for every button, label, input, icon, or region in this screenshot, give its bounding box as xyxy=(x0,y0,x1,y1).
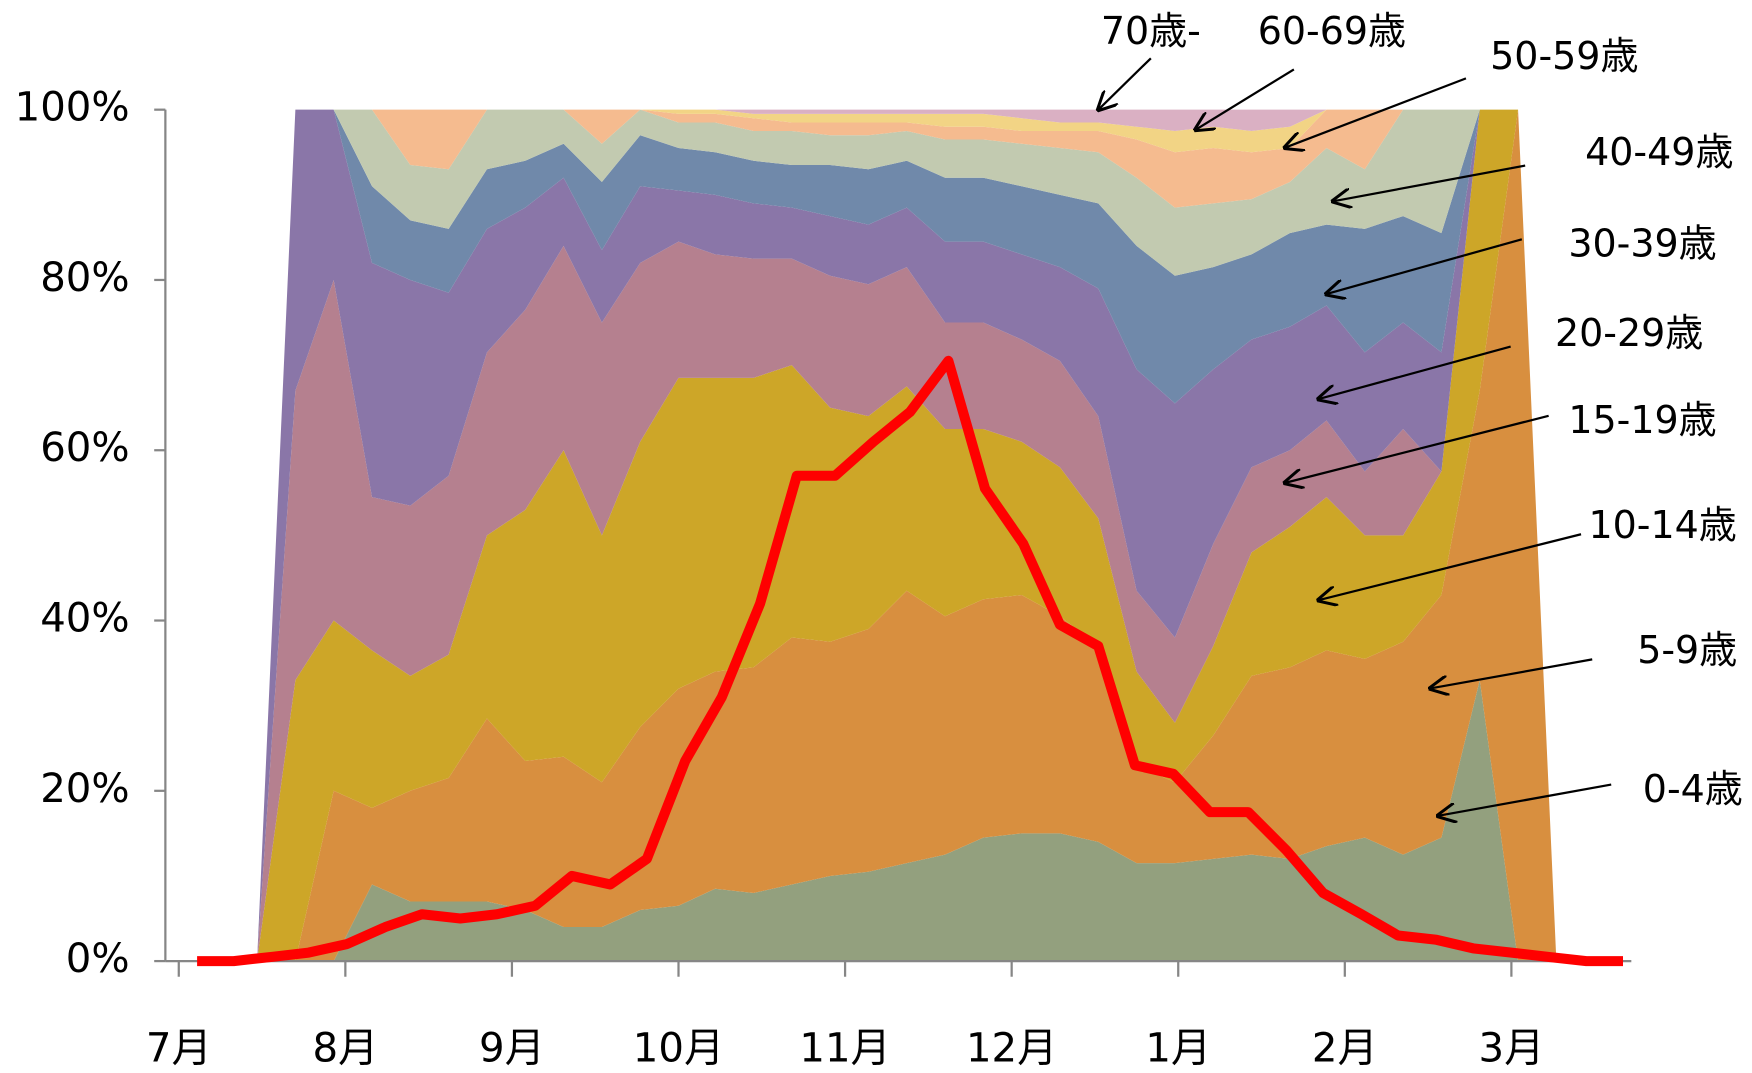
series-label: 0-4歳 xyxy=(1643,767,1743,811)
x-tick-label: 11月 xyxy=(799,1025,890,1071)
y-tick-label: 40% xyxy=(40,596,129,642)
label-arrow xyxy=(1318,533,1582,600)
series-label: 10-14歳 xyxy=(1588,503,1736,547)
x-tick-label: 8月 xyxy=(312,1025,378,1071)
label-arrow xyxy=(1318,345,1511,400)
series-label: 70歳- xyxy=(1101,9,1201,53)
axes: 0% 20% 40% 60% 80% 100% 7月 8月 9月 10月 11月 12月 1月 2月 3月 xyxy=(15,85,1632,1071)
x-tick-label: 9月 xyxy=(479,1025,545,1071)
x-tick-label: 7月 xyxy=(146,1025,212,1071)
area-band xyxy=(257,109,1557,962)
y-tick-label: 60% xyxy=(40,425,129,471)
label-arrow xyxy=(1430,658,1593,688)
series-label: 40-49歳 xyxy=(1585,130,1733,174)
areas xyxy=(257,109,1557,962)
label-arrow xyxy=(1438,783,1612,816)
label-arrow xyxy=(1285,77,1467,147)
area-band xyxy=(257,680,1557,962)
x-tick-label: 1月 xyxy=(1145,1025,1211,1071)
y-tick-label: 80% xyxy=(40,255,129,301)
series-label: 20-29歳 xyxy=(1555,311,1703,355)
label-arrow xyxy=(1196,68,1295,129)
y-tick-label: 20% xyxy=(40,766,129,812)
series-label: 15-19歳 xyxy=(1568,398,1716,442)
area-band xyxy=(257,109,1557,962)
area-band xyxy=(257,109,1557,962)
label-arrow xyxy=(1326,238,1523,294)
series-label: 60-69歳 xyxy=(1258,9,1406,53)
series-label: 30-39歳 xyxy=(1568,221,1716,265)
label-arrow xyxy=(1285,414,1549,483)
area-band xyxy=(257,109,1557,962)
area-band xyxy=(257,109,1557,962)
y-tick-label: 100% xyxy=(15,85,130,131)
label-arrow xyxy=(1333,164,1526,202)
x-tick-label: 10月 xyxy=(633,1025,724,1071)
x-tick-label: 2月 xyxy=(1312,1025,1378,1071)
series-label: 5-9歳 xyxy=(1637,628,1737,672)
x-tick-label: 12月 xyxy=(966,1025,1057,1071)
overlay: 0-4歳 5-9歳 10-14歳 15-19歳 20-29歳 30-39歳 40-49歳 50… xyxy=(197,9,1743,967)
series-label: 50-59歳 xyxy=(1490,34,1638,78)
x-tick-label: 3月 xyxy=(1478,1025,1544,1071)
label-arrow xyxy=(1098,57,1152,109)
line-series xyxy=(197,355,1624,967)
y-tick-label: 0% xyxy=(66,936,130,982)
